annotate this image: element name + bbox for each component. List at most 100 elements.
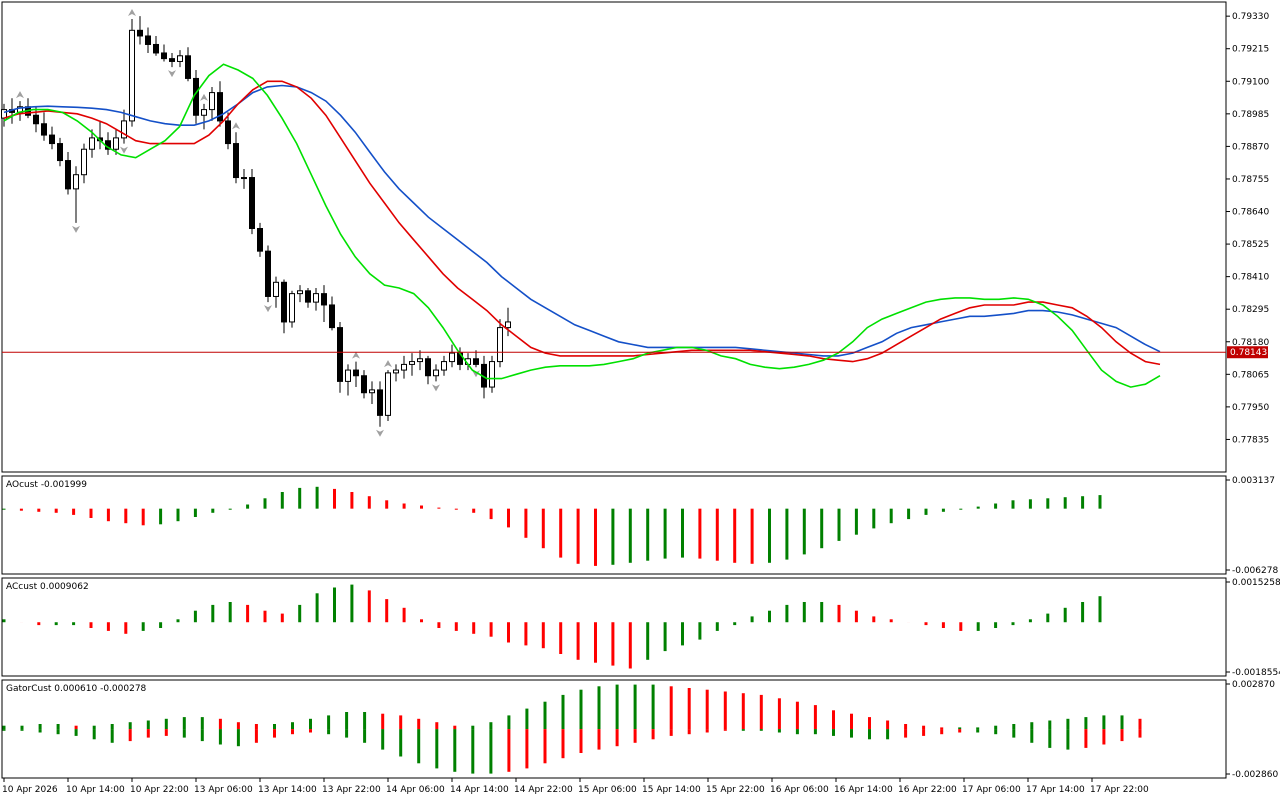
- candle[interactable]: [425, 355, 431, 385]
- candle[interactable]: [41, 112, 47, 141]
- alligator-teeth-line: [3, 80, 1161, 366]
- candle[interactable]: [217, 81, 223, 127]
- candle[interactable]: [225, 112, 231, 150]
- bull-candle-body: [409, 361, 415, 365]
- candle[interactable]: [273, 276, 279, 308]
- ao-frame: [1, 475, 1227, 575]
- candle[interactable]: [65, 152, 71, 195]
- candle[interactable]: [329, 296, 335, 331]
- price-panel[interactable]: 0.79330 0.79215 0.79100 0.78985 0.78870 0.787…: [1, 1, 1270, 473]
- candle[interactable]: [209, 86, 215, 121]
- bear-candle-body: [473, 358, 479, 365]
- bear-candle-body: [377, 389, 383, 416]
- candle[interactable]: [185, 47, 191, 82]
- bear-candle-body: [329, 304, 335, 329]
- bull-candle-body: [273, 281, 279, 297]
- bull-candle-body: [89, 137, 95, 150]
- candle[interactable]: [57, 137, 63, 167]
- ac-panel[interactable]: 0.0015258 -0.0018554 ACcust 0.0009062: [1, 577, 1280, 678]
- gator-title: GatorCust 0.000610 -0.000278: [6, 684, 147, 694]
- candle[interactable]: [161, 44, 167, 62]
- candle[interactable]: [473, 350, 479, 368]
- candle[interactable]: [81, 143, 87, 184]
- fractal-up-icon: [16, 91, 24, 99]
- bull-candle-body: [345, 369, 351, 382]
- candle[interactable]: [441, 355, 447, 376]
- candle[interactable]: [505, 307, 511, 337]
- time-axis: 10 Apr 2026 10 Apr 14:00 10 Apr 22:00 13 Ap…: [2, 778, 1149, 795]
- price-axis-tick-label: 0.78870: [1232, 142, 1269, 152]
- ao-axis-tick-label: 0.003137: [1232, 476, 1275, 486]
- candle[interactable]: [201, 103, 207, 130]
- bull-candle-body: [201, 109, 207, 116]
- candle[interactable]: [145, 27, 151, 53]
- ac-frame: [1, 577, 1227, 677]
- candle[interactable]: [129, 18, 135, 127]
- candle[interactable]: [241, 169, 247, 189]
- time-tick-label: 14 Apr 22:00: [514, 785, 573, 795]
- fractal-down-icon: [120, 146, 128, 154]
- candle[interactable]: [449, 344, 455, 368]
- time-tick-label: 14 Apr 14:00: [450, 785, 509, 795]
- fractal-down-icon: [432, 384, 440, 392]
- candle[interactable]: [417, 350, 423, 371]
- bear-candle-body: [153, 43, 159, 54]
- candle[interactable]: [361, 370, 367, 399]
- candle[interactable]: [257, 222, 263, 257]
- bear-candle-body: [161, 52, 167, 60]
- candle[interactable]: [345, 364, 351, 396]
- candle[interactable]: [489, 355, 495, 393]
- candle[interactable]: [369, 381, 375, 405]
- candle[interactable]: [313, 287, 319, 311]
- candle[interactable]: [169, 52, 175, 68]
- candle[interactable]: [337, 321, 343, 393]
- candle[interactable]: [73, 166, 79, 223]
- candle[interactable]: [289, 290, 295, 328]
- bear-candle-body: [305, 290, 311, 303]
- bear-candle-body: [281, 281, 287, 323]
- candle[interactable]: [249, 169, 255, 235]
- bull-candle-body: [297, 290, 303, 295]
- candle[interactable]: [433, 364, 439, 382]
- bull-candle-body: [113, 137, 119, 150]
- candle[interactable]: [33, 106, 39, 133]
- candle[interactable]: [113, 129, 119, 155]
- candle[interactable]: [401, 355, 407, 379]
- candle[interactable]: [233, 132, 239, 184]
- gator-axis-tick-label: -0.002860: [1232, 770, 1278, 780]
- candle[interactable]: [321, 285, 327, 322]
- price-axis-tick-label: 0.78525: [1232, 240, 1269, 250]
- candle[interactable]: [385, 370, 391, 422]
- candle[interactable]: [121, 109, 127, 144]
- bear-candle-body: [225, 120, 231, 145]
- ac-axis-tick-label: 0.0015258: [1232, 578, 1280, 588]
- candle[interactable]: [177, 50, 183, 68]
- time-tick-label: 17 Apr 22:00: [1090, 785, 1149, 795]
- bull-candle-body: [73, 174, 79, 190]
- candle[interactable]: [281, 279, 287, 334]
- candle[interactable]: [137, 16, 143, 45]
- candle[interactable]: [377, 381, 383, 427]
- ac-title: ACcust 0.0009062: [6, 582, 89, 592]
- candle[interactable]: [305, 287, 311, 308]
- candle[interactable]: [89, 129, 95, 158]
- candle[interactable]: [49, 126, 55, 150]
- bull-candle-body: [393, 369, 399, 374]
- candle[interactable]: [393, 364, 399, 382]
- time-tick-label: 16 Apr 14:00: [834, 785, 893, 795]
- candle[interactable]: [297, 285, 303, 303]
- candle[interactable]: [265, 245, 271, 303]
- price-axis-tick-label: 0.77950: [1232, 403, 1269, 413]
- bull-candle-body: [433, 369, 439, 377]
- candle[interactable]: [153, 35, 159, 56]
- time-tick-label: 10 Apr 2026: [2, 785, 58, 795]
- candle[interactable]: [409, 353, 415, 376]
- bull-candle-body: [121, 120, 127, 139]
- candle[interactable]: [353, 361, 359, 388]
- candle[interactable]: [497, 319, 503, 368]
- ao-panel[interactable]: 0.003137 -0.006278 AOcust -0.001999: [1, 475, 1278, 576]
- bear-candle-body: [33, 114, 39, 125]
- bear-candle-body: [257, 228, 263, 252]
- gator-panel[interactable]: 0.002870 -0.002860 GatorCust 0.000610 -0.0…: [1, 679, 1278, 780]
